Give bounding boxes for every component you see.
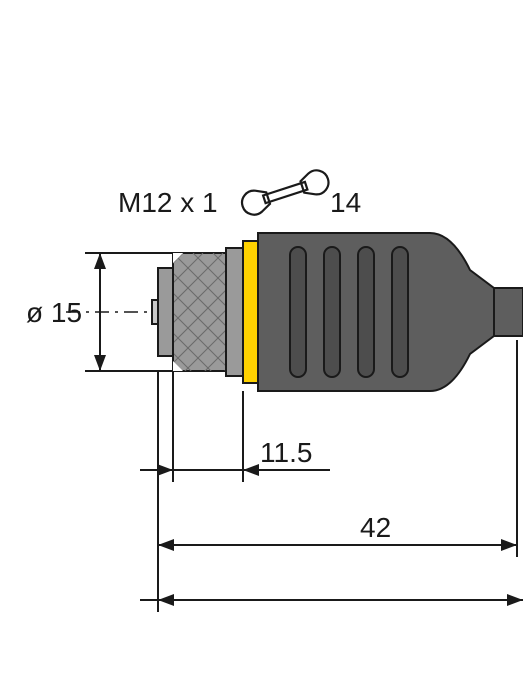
diameter-label: ø 15 (26, 297, 82, 328)
strain-relief-body (258, 233, 523, 391)
overall-length-label: 42 (360, 512, 391, 543)
connector-drawing: M12 x 1 14 ø 15 11.5 42 (0, 0, 523, 700)
wrench-icon (239, 167, 332, 218)
dim-open-length (140, 557, 523, 612)
thread-label: M12 x 1 (118, 187, 218, 218)
dim-diameter: ø 15 (26, 253, 173, 371)
yellow-ring (243, 241, 258, 383)
nut-length-label: 11.5 (260, 437, 312, 468)
thread-face (152, 268, 173, 356)
wrench-size-label: 14 (330, 187, 361, 218)
thread-spec: M12 x 1 14 (118, 167, 361, 218)
